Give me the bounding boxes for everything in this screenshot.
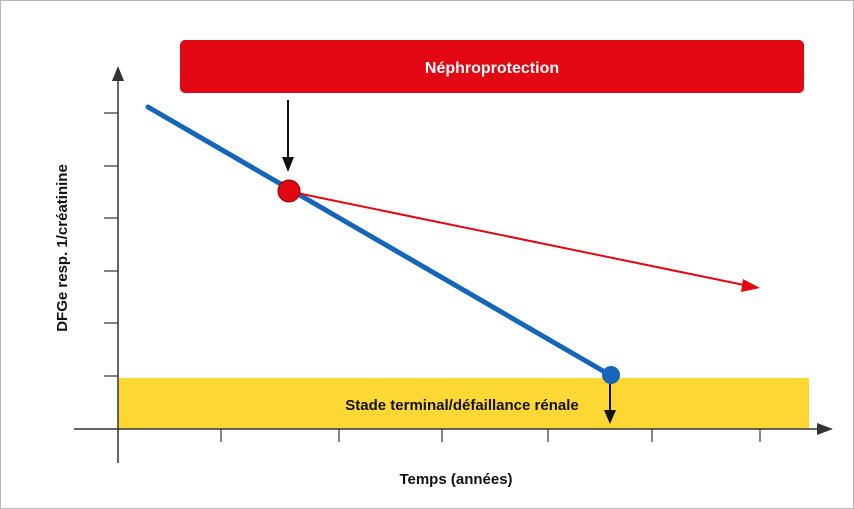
treated-decline-arrowhead bbox=[741, 279, 760, 292]
endstage-zone-label: Stade terminal/défaillance rénale bbox=[345, 397, 578, 414]
intervention-point bbox=[277, 179, 301, 203]
x-axis-arrowhead bbox=[817, 423, 833, 435]
x-ticks bbox=[220, 429, 761, 442]
endstage-arrowhead bbox=[604, 410, 616, 424]
x-axis-label: Temps (années) bbox=[399, 471, 512, 488]
intervention-arrowhead bbox=[282, 157, 294, 172]
endstage-zone bbox=[118, 378, 809, 429]
endstage-point bbox=[602, 366, 620, 384]
untreated-decline-line bbox=[145, 104, 613, 378]
y-axis-arrowhead bbox=[112, 66, 124, 81]
nephroprotection-label: Néphroprotection bbox=[425, 60, 559, 77]
nephroprotection-banner bbox=[180, 40, 804, 93]
treated-decline-line bbox=[291, 191, 745, 286]
y-ticks bbox=[104, 112, 118, 377]
y-axis-label: DFGe resp. 1/créatinine bbox=[54, 164, 71, 332]
